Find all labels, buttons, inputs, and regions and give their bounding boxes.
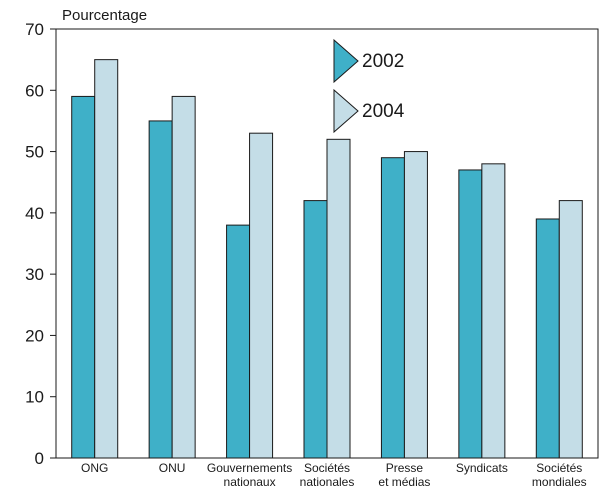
- legend-marker-2004: [333, 88, 359, 134]
- bar-2002: [148, 120, 173, 459]
- y-tick-label: 30: [25, 265, 44, 284]
- x-tick-label: ONG: [81, 461, 108, 475]
- bar-2002: [226, 224, 251, 459]
- y-tick-label: 70: [25, 20, 44, 39]
- x-tick-label: Gouvernements nationaux: [207, 461, 292, 489]
- bar-2002: [380, 157, 405, 459]
- y-tick-label: 10: [25, 388, 44, 407]
- bar-2002: [535, 218, 560, 459]
- x-tick-label: Syndicats: [456, 461, 508, 475]
- x-tick-label: Sociétés mondiales: [532, 461, 587, 489]
- bar-2004: [403, 151, 428, 459]
- legend-label-2004: 2004: [362, 101, 405, 122]
- bar-2004: [558, 200, 583, 459]
- x-tick-label: Sociétés nationales: [300, 461, 355, 489]
- bar-2002: [303, 200, 328, 459]
- y-tick-label: 60: [25, 81, 44, 100]
- y-tick-label: 50: [25, 143, 44, 162]
- bar-2004: [171, 95, 196, 459]
- bar-2002: [458, 169, 483, 459]
- bar-2004: [481, 163, 506, 459]
- legend-label-2002: 2002: [362, 51, 404, 72]
- bar-2004: [326, 138, 351, 459]
- bar-2004: [249, 132, 274, 459]
- y-axis-label: Pourcentage: [62, 7, 148, 24]
- y-tick-label: 20: [25, 326, 44, 345]
- y-tick-label: 40: [25, 204, 44, 223]
- y-tick-label: 0: [35, 449, 44, 468]
- x-tick-label: Presse et médias: [378, 461, 430, 489]
- bar-2004: [94, 59, 119, 459]
- bar-2002: [71, 95, 96, 459]
- x-tick-label: ONU: [159, 461, 186, 475]
- legend-marker-2002: [333, 38, 359, 84]
